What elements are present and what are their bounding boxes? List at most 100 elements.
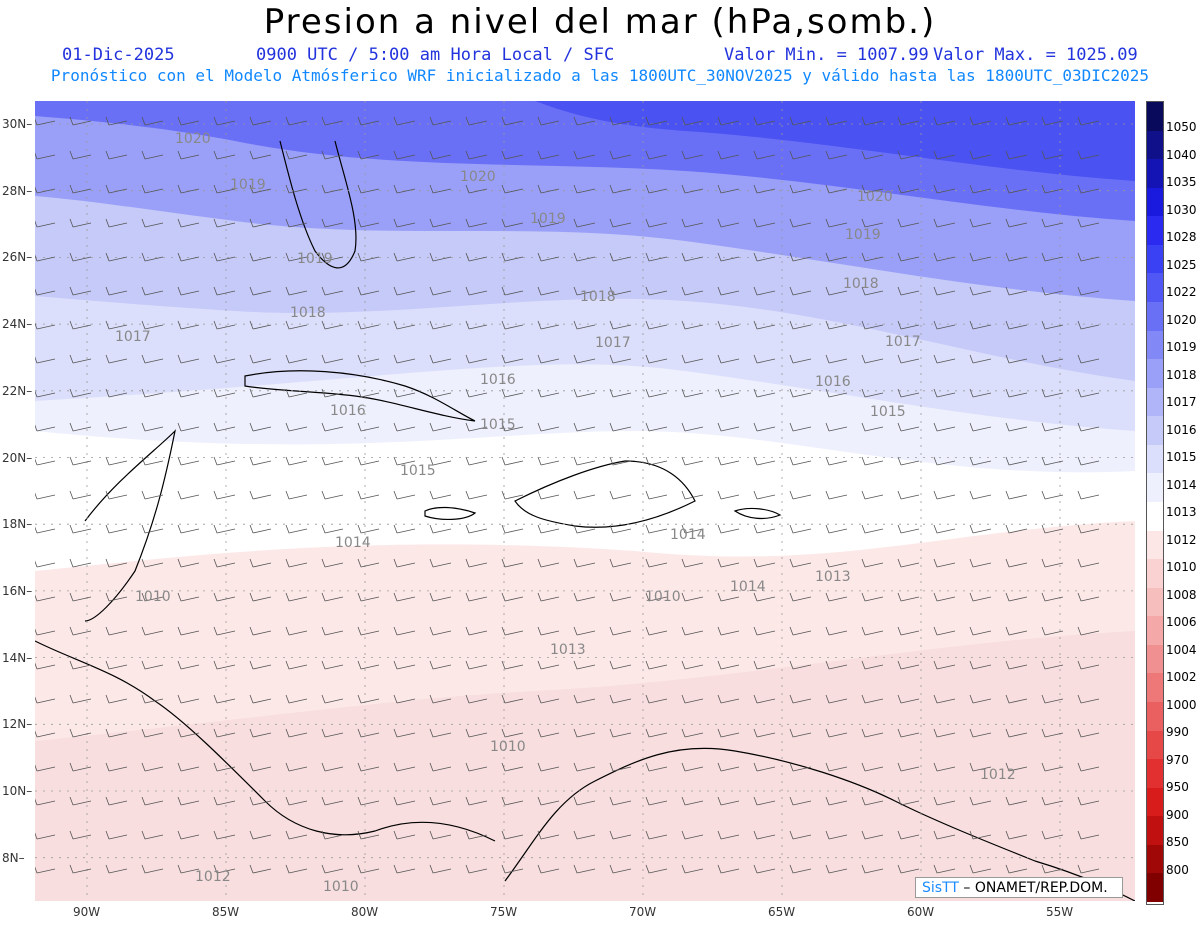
wind-barb (1041, 116, 1064, 126)
map-title: Presion a nivel del mar (hPa,somb.) (263, 2, 937, 42)
wind-barb (1077, 796, 1100, 806)
colorbar-swatch (1147, 702, 1163, 731)
wind-barb (537, 116, 560, 126)
wind-barb (141, 694, 164, 704)
wind-barb (681, 388, 704, 398)
wind-barb (609, 762, 632, 772)
colorbar-level-label: 990 (1166, 725, 1189, 739)
wind-barb (105, 830, 128, 840)
wind-barb (753, 116, 776, 126)
wind-barb (609, 286, 632, 296)
colorbar-level-label: 1025 (1166, 257, 1197, 272)
wind-barb (1041, 184, 1064, 194)
wind-barb (1005, 184, 1028, 194)
wind-barb (933, 558, 956, 568)
wind-barb (573, 320, 596, 330)
wind-barb (357, 490, 380, 500)
wind-barb (789, 864, 812, 874)
wind-barb (897, 660, 920, 670)
wind-barb (789, 150, 812, 160)
wind-barb (537, 150, 560, 160)
wind-barb (537, 558, 560, 568)
colorbar-swatch (1147, 730, 1163, 760)
wind-barb (69, 218, 92, 228)
wind-barb (645, 116, 668, 126)
wind-barb (1041, 796, 1064, 806)
wind-barb (285, 150, 308, 160)
wind-barb (933, 626, 956, 636)
wind-barb (897, 626, 920, 636)
wind-barb (825, 626, 848, 636)
wind-barb (789, 728, 812, 738)
wind-barb (1005, 694, 1028, 704)
wind-barb (321, 456, 344, 466)
wind-barb (393, 728, 416, 738)
wind-barb (249, 456, 272, 466)
wind-barb (69, 184, 92, 194)
wind-barb (105, 864, 128, 874)
wind-barb (177, 728, 200, 738)
wind-barb (213, 694, 236, 704)
wind-barb (1005, 354, 1028, 364)
wind-barb (681, 354, 704, 364)
wind-barb (35, 628, 56, 636)
wind-barb (609, 252, 632, 262)
wind-barb (717, 796, 740, 806)
wind-barb (141, 558, 164, 568)
wind-barb (465, 286, 488, 296)
wind-barb (753, 388, 776, 398)
wind-barb (969, 524, 992, 534)
wind-barb (537, 218, 560, 228)
wind-barb (177, 354, 200, 364)
wind-barb (321, 422, 344, 432)
wind-barb (969, 660, 992, 670)
wind-barb (897, 728, 920, 738)
colorbar-level-label: 1004 (1166, 642, 1197, 657)
wind-barb (537, 524, 560, 534)
colorbar-swatch (1147, 330, 1163, 360)
time-label: 0900 UTC / 5:00 am Hora Local / SFC (256, 45, 615, 65)
wind-barb (501, 592, 524, 602)
wind-barb (213, 660, 236, 670)
wind-barb (645, 864, 668, 874)
wind-barb (645, 422, 668, 432)
wind-barb (465, 592, 488, 602)
contour-label: 1010 (645, 589, 681, 605)
wind-barb (573, 422, 596, 432)
wind-barb (537, 728, 560, 738)
wind-barb (1041, 762, 1064, 772)
wind-barb (393, 422, 416, 432)
wind-barb (429, 320, 452, 330)
wind-barb (717, 592, 740, 602)
wind-barb (609, 830, 632, 840)
wind-barb (429, 252, 452, 262)
wind-barb (249, 728, 272, 738)
wind-barb (969, 116, 992, 126)
wind-barb (933, 796, 956, 806)
central-america-coast (35, 640, 496, 842)
wind-barb (573, 728, 596, 738)
wind-barb (753, 660, 776, 670)
wind-barb (141, 762, 164, 772)
wind-barb (897, 558, 920, 568)
wind-barb (609, 354, 632, 364)
wind-barb (717, 422, 740, 432)
wind-barb (897, 218, 920, 228)
wind-barb (213, 524, 236, 534)
contour-label: 1020 (460, 169, 496, 185)
wind-barb (825, 320, 848, 330)
wind-barb (897, 422, 920, 432)
wind-barb (69, 694, 92, 704)
wind-barb (573, 252, 596, 262)
wind-barb (357, 626, 380, 636)
colorbar-swatch (1147, 387, 1163, 417)
wind-barb (35, 798, 56, 806)
wind-barb (465, 490, 488, 500)
wind-barb (789, 694, 812, 704)
wind-barb (105, 150, 128, 160)
wind-barb (1005, 116, 1028, 126)
wind-barb (1005, 456, 1028, 466)
colorbar (1146, 101, 1164, 905)
wind-barb (537, 456, 560, 466)
wind-barb (69, 524, 92, 534)
